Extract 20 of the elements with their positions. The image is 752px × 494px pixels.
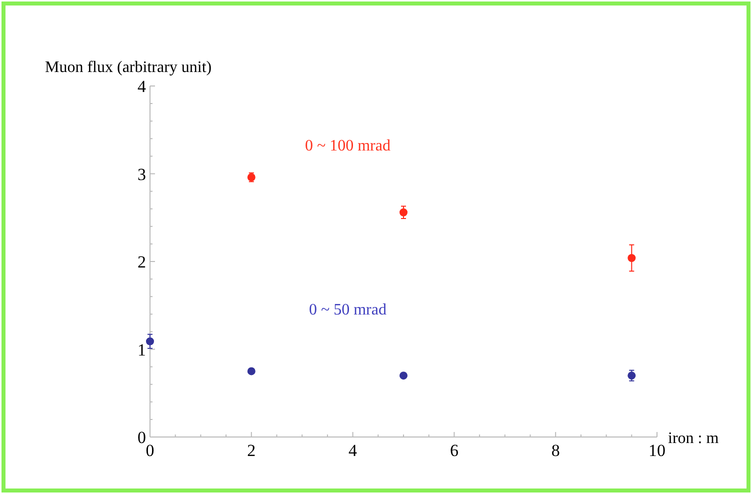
x-axis-title: iron : m	[668, 430, 720, 447]
point	[146, 337, 154, 346]
text: 0 ~ 50 mrad	[308, 301, 386, 318]
y-tick-label: 0	[138, 428, 146, 447]
x-tick-label: 6	[450, 441, 458, 460]
point	[400, 208, 408, 216]
point	[628, 254, 636, 262]
point	[247, 367, 256, 376]
x-tick-label: 10	[648, 441, 666, 460]
point	[400, 372, 408, 380]
text: 0 ~ 100 mrad	[304, 137, 390, 154]
y-axis-title: Muon flux (arbitrary unit)	[45, 59, 212, 76]
point	[628, 372, 636, 380]
y-tick-label: 3	[138, 164, 146, 184]
x-tick-label: 2	[247, 441, 256, 460]
x-tick-label: 4	[348, 441, 358, 460]
y-tick-label: 2	[138, 252, 146, 272]
y-tick-label: 1	[138, 340, 146, 360]
y-tick-label: 4	[138, 77, 146, 96]
x-tick-label: 8	[551, 441, 560, 460]
